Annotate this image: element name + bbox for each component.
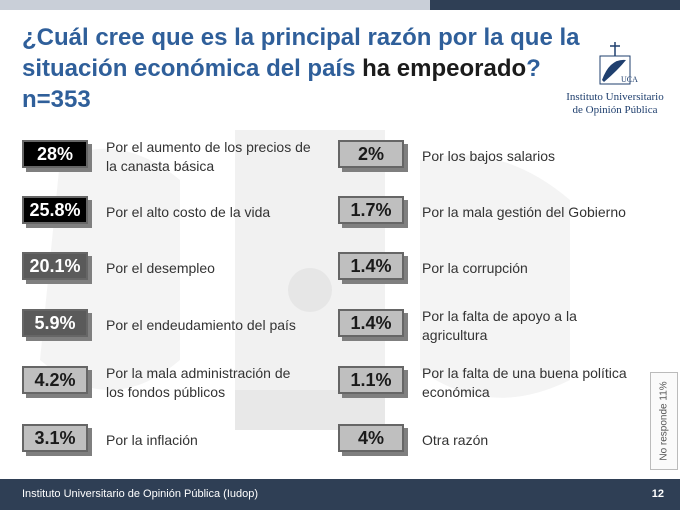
value-label: 2% bbox=[338, 140, 404, 168]
reason-label: Por el alto costo de la vida bbox=[106, 204, 271, 220]
reason-label: Por la inflación bbox=[106, 432, 198, 448]
value-badge: 1.1% bbox=[338, 366, 410, 398]
value-label: 5.9% bbox=[22, 309, 88, 337]
reason-label: Por la mala administración de los fondos… bbox=[106, 365, 291, 400]
value-badge: 28% bbox=[22, 140, 94, 172]
value-badge: 1.7% bbox=[338, 196, 410, 228]
value-label: 28% bbox=[22, 140, 88, 168]
value-badge: 4% bbox=[338, 424, 410, 456]
uca-emblem-icon: UCA bbox=[599, 42, 638, 85]
value-label: 1.7% bbox=[338, 196, 404, 224]
value-badge: 1.4% bbox=[338, 309, 410, 341]
page-title: ¿Cuál cree que es la principal razón por… bbox=[22, 24, 580, 113]
logo-line-2: de Opinión Pública bbox=[572, 104, 658, 116]
response-item: 3.1% Por la inflación bbox=[22, 420, 322, 460]
no-response-label: No responde 11% bbox=[658, 381, 670, 461]
no-response-box: No responde 11% bbox=[650, 372, 678, 470]
reason-label: Por los bajos salarios bbox=[422, 148, 556, 164]
svg-text:UCA: UCA bbox=[621, 75, 638, 84]
value-label: 1.1% bbox=[338, 366, 404, 394]
iudop-logo: UCA Instituto Universitario de Opinión P… bbox=[560, 40, 670, 117]
response-item: 4% Otra razón bbox=[338, 420, 638, 460]
response-item: 2% Por los bajos salarios bbox=[338, 136, 638, 176]
value-label: 4% bbox=[338, 424, 404, 452]
value-badge: 25.8% bbox=[22, 196, 94, 228]
reason-label: Por la falta de una buena política econó… bbox=[422, 365, 627, 400]
response-item: 1.4% Por la falta de apoyo a la agricultu… bbox=[338, 305, 638, 345]
reason-label: Por el endeudamiento del país bbox=[106, 317, 296, 333]
reason-label: Por la corrupción bbox=[422, 260, 528, 276]
response-item: 1.7% Por la mala gestión del Gobierno bbox=[338, 192, 638, 232]
footer: Instituto Universitario de Opinión Públi… bbox=[0, 479, 680, 510]
reason-label: Otra razón bbox=[422, 432, 489, 448]
reason-label: Por la mala gestión del Gobierno bbox=[422, 204, 626, 220]
response-item: 5.9% Por el endeudamiento del país bbox=[22, 305, 322, 345]
value-label: 4.2% bbox=[22, 366, 88, 394]
response-item: 1.1% Por la falta de una buena política e… bbox=[338, 362, 638, 402]
value-label: 3.1% bbox=[22, 424, 88, 452]
page-number: 12 bbox=[651, 488, 664, 500]
value-label: 1.4% bbox=[338, 309, 404, 337]
value-label: 25.8% bbox=[22, 196, 88, 224]
response-item: 4.2% Por la mala administración de los fo… bbox=[22, 362, 322, 402]
top-band bbox=[0, 0, 680, 10]
response-item: 25.8% Por el alto costo de la vida bbox=[22, 192, 322, 232]
value-badge: 1.4% bbox=[338, 252, 410, 284]
value-label: 1.4% bbox=[338, 252, 404, 280]
value-badge: 5.9% bbox=[22, 309, 94, 341]
footer-text: Instituto Universitario de Opinión Públi… bbox=[22, 488, 259, 500]
sample-size: n=353 bbox=[22, 86, 91, 113]
value-label: 20.1% bbox=[22, 252, 88, 280]
reason-label: Por el desempleo bbox=[106, 260, 215, 276]
response-item: 28% Por el aumento de los precios de la c… bbox=[22, 136, 322, 176]
value-badge: 4.2% bbox=[22, 366, 94, 398]
logo-line-1: Instituto Universitario bbox=[566, 91, 664, 103]
value-badge: 3.1% bbox=[22, 424, 94, 456]
response-item: 20.1% Por el desempleo bbox=[22, 248, 322, 288]
value-badge: 2% bbox=[338, 140, 410, 172]
reason-label: Por el aumento de los precios de la cana… bbox=[106, 139, 311, 174]
reason-label: Por la falta de apoyo a la agricultura bbox=[422, 308, 577, 343]
response-item: 1.4% Por la corrupción bbox=[338, 248, 638, 288]
value-badge: 20.1% bbox=[22, 252, 94, 284]
